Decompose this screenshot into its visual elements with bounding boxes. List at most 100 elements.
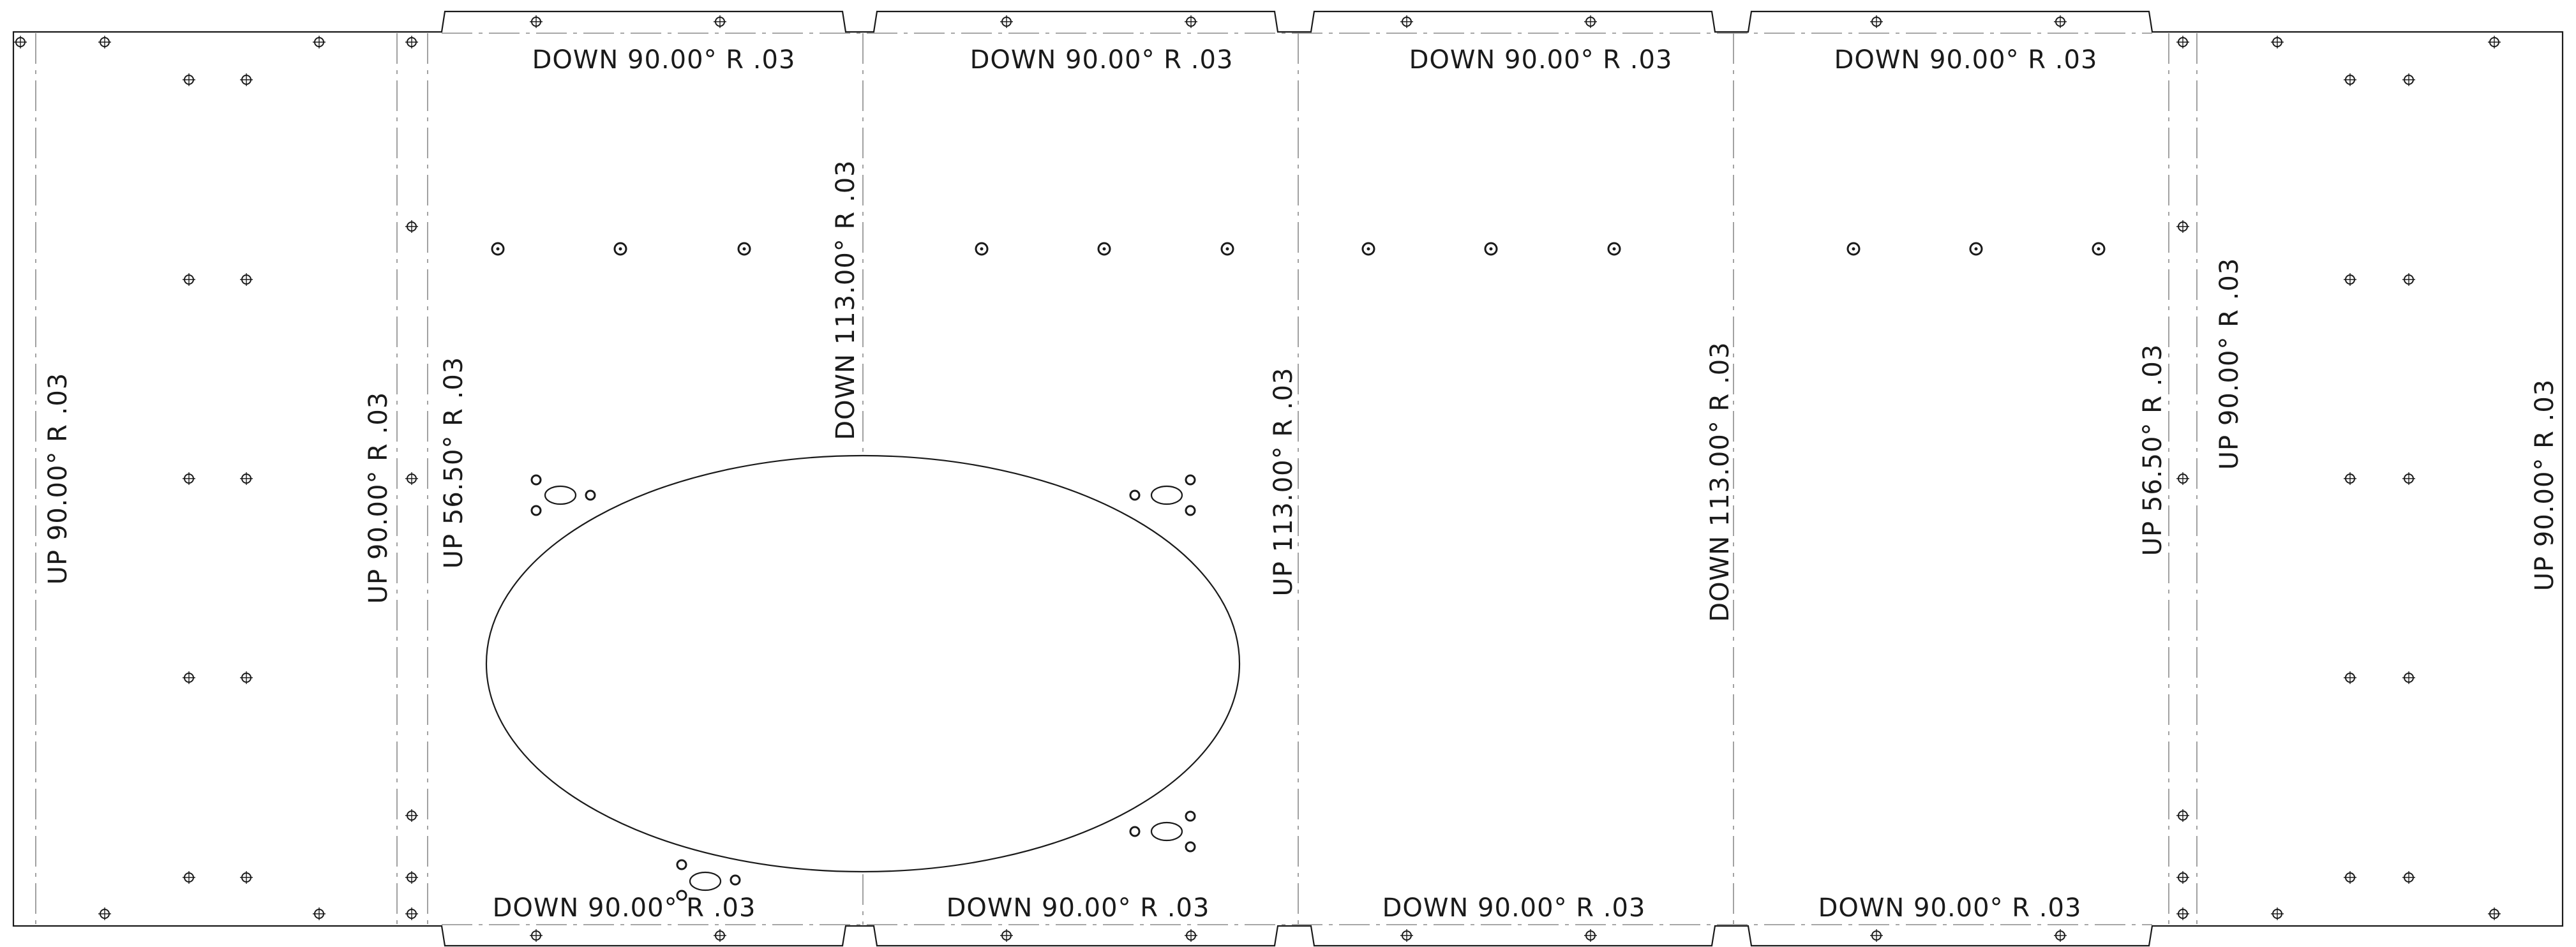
mounting-hole — [183, 273, 195, 286]
bend-note-bottom-tab-3: DOWN 90.00° R .03 — [1382, 893, 1646, 923]
bend-note-top-tab-4: DOWN 90.00° R .03 — [1834, 45, 2098, 75]
mounting-hole — [2176, 36, 2189, 48]
slot — [544, 485, 577, 505]
pilot-hole — [1185, 841, 1196, 853]
bend-note-top-tab-2: DOWN 90.00° R .03 — [970, 45, 1234, 75]
mounting-hole — [2176, 809, 2189, 822]
pilot-hole — [676, 859, 687, 870]
bend-note-right-bevel: UP 56.50° R .03 — [2138, 344, 2168, 556]
mounting-hole — [405, 472, 418, 485]
mounting-hole — [98, 36, 111, 48]
bend-note-center-left: DOWN 113.00° R .03 — [831, 160, 860, 440]
mounting-hole — [405, 220, 418, 233]
mounting-hole — [240, 671, 253, 684]
rivet-hole — [1220, 242, 1234, 256]
bend-note-center-mid: UP 113.00° R .03 — [1269, 368, 1298, 597]
mounting-hole — [98, 907, 111, 920]
mounting-hole — [1584, 929, 1597, 942]
rivet-hole — [1846, 242, 1861, 256]
mounting-hole — [183, 73, 195, 86]
mounting-hole — [405, 809, 418, 822]
mounting-hole — [2344, 273, 2356, 286]
rivet-hole — [491, 242, 505, 256]
mounting-hole — [1584, 15, 1597, 28]
pilot-holes — [530, 474, 1196, 901]
pilot-hole — [1185, 810, 1196, 822]
mounting-hole — [1000, 929, 1013, 942]
pilot-hole — [530, 505, 542, 516]
pilot-hole — [585, 489, 596, 501]
part-outline — [12, 10, 2564, 947]
mounting-holes — [14, 15, 2501, 942]
mounting-hole — [1870, 929, 1883, 942]
mounting-hole — [714, 929, 726, 942]
mounting-hole — [2271, 907, 2284, 920]
mounting-hole — [2402, 73, 2415, 86]
mounting-hole — [2488, 907, 2501, 920]
pilot-hole — [730, 874, 741, 886]
slot — [689, 871, 722, 891]
rivet-hole — [613, 242, 627, 256]
mounting-hole — [1400, 15, 1413, 28]
slot — [1150, 821, 1183, 842]
mounting-hole — [2488, 36, 2501, 48]
rivet-holes — [491, 242, 2106, 256]
rivet-hole — [1969, 242, 1983, 256]
bend-note-left-flange-2: UP 90.00° R .03 — [364, 392, 393, 604]
mounting-hole — [1185, 929, 1197, 942]
mounting-hole — [240, 871, 253, 884]
bend-note-center-right: DOWN 113.00° R .03 — [1705, 341, 1735, 622]
mounting-hole — [2054, 929, 2067, 942]
bend-note-left-flange-1: UP 90.00° R .03 — [43, 373, 73, 585]
pilot-hole — [676, 890, 687, 901]
mounting-hole — [2344, 73, 2356, 86]
pilot-hole — [530, 474, 542, 486]
mounting-hole — [183, 871, 195, 884]
mounting-hole — [530, 929, 543, 942]
bend-note-bottom-tab-1: DOWN 90.00° R .03 — [493, 893, 756, 923]
mounting-hole — [313, 36, 326, 48]
rivet-hole — [975, 242, 989, 256]
bend-note-right-flange-2: UP 90.00° R .03 — [2530, 379, 2559, 591]
mounting-hole — [405, 907, 418, 920]
mounting-hole — [183, 671, 195, 684]
rivet-hole — [1484, 242, 1498, 256]
rivet-hole — [1361, 242, 1375, 256]
mounting-hole — [2344, 671, 2356, 684]
mounting-hole — [240, 273, 253, 286]
rivet-hole — [1607, 242, 1621, 256]
pilot-hole — [1129, 826, 1141, 837]
bend-note-top-tab-1: DOWN 90.00° R .03 — [532, 45, 796, 75]
mounting-hole — [2176, 907, 2189, 920]
mounting-hole — [2054, 15, 2067, 28]
bend-note-right-flange-1: UP 90.00° R .03 — [2215, 258, 2244, 470]
mounting-hole — [2176, 220, 2189, 233]
bend-note-top-tab-3: DOWN 90.00° R .03 — [1409, 45, 1673, 75]
rivet-hole — [737, 242, 751, 256]
bend-note-bottom-tab-2: DOWN 90.00° R .03 — [947, 893, 1210, 923]
slots — [544, 485, 1183, 891]
mounting-hole — [183, 472, 195, 485]
bend-notes: UP 90.00° R .03 UP 90.00° R .03 UP 56.50… — [43, 45, 2559, 923]
mounting-hole — [1185, 15, 1197, 28]
mounting-hole — [714, 15, 726, 28]
mounting-hole — [2344, 472, 2356, 485]
mounting-hole — [405, 871, 418, 884]
rivet-hole — [2092, 242, 2106, 256]
mounting-hole — [2344, 871, 2356, 884]
mounting-hole — [405, 36, 418, 48]
mounting-hole — [313, 907, 326, 920]
bend-note-bottom-tab-4: DOWN 90.00° R .03 — [1818, 893, 2082, 923]
mounting-hole — [2402, 273, 2415, 286]
oval-cutout — [485, 454, 1241, 873]
pilot-hole — [1129, 489, 1141, 501]
mounting-hole — [2402, 671, 2415, 684]
mounting-hole — [1400, 929, 1413, 942]
mounting-hole — [2271, 36, 2284, 48]
pilot-hole — [1185, 505, 1196, 516]
mounting-hole — [2402, 871, 2415, 884]
bend-lines — [35, 33, 2198, 925]
mounting-hole — [2176, 871, 2189, 884]
pilot-hole — [1185, 474, 1196, 486]
